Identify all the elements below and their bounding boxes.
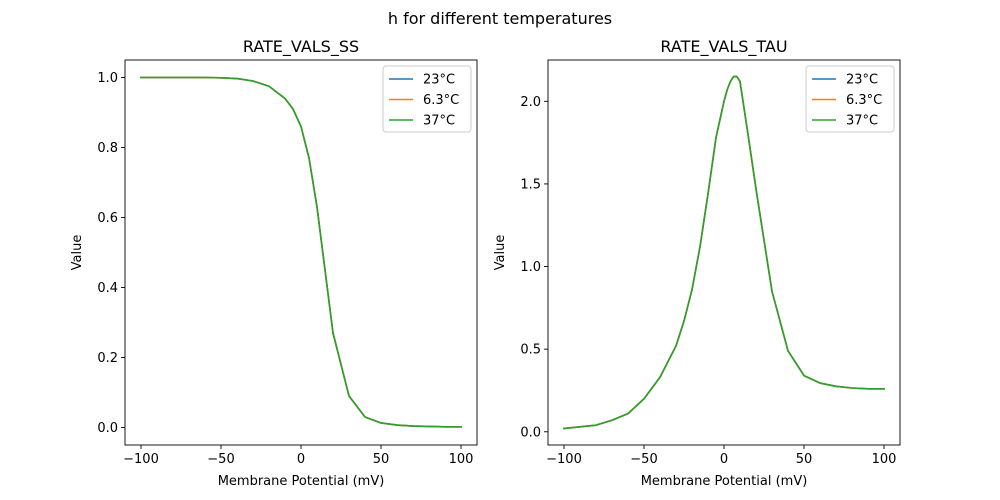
y-tick-label: 0.0 <box>97 421 118 436</box>
legend-entry-label: 23°C <box>423 73 455 88</box>
y-axis-label: Value <box>493 235 508 271</box>
y-tick-label: 0.5 <box>520 343 541 358</box>
y-tick-label: 1.0 <box>97 71 118 86</box>
legend-entry-label: 37°C <box>846 114 878 129</box>
x-tick-label: 0 <box>720 452 728 467</box>
y-tick-label: 0.4 <box>97 281 118 296</box>
x-tick-label: 0 <box>297 452 305 467</box>
series-line-2 <box>140 76 462 428</box>
x-tick-label: 100 <box>872 452 897 467</box>
x-tick-label: 50 <box>373 452 390 467</box>
figure-suptitle: h for different temperatures <box>388 9 612 28</box>
x-tick-label: −100 <box>123 452 159 467</box>
y-tick-label: 1.0 <box>520 260 541 275</box>
legend-entry-label: 23°C <box>846 73 878 88</box>
axes-title: RATE_VALS_SS <box>243 37 359 57</box>
legend-frame <box>805 65 895 133</box>
y-tick-label: 1.5 <box>520 177 541 192</box>
x-axis-label: Membrane Potential (mV) <box>218 474 385 489</box>
legend-entry-label: 37°C <box>423 114 455 129</box>
x-axis-label: Membrane Potential (mV) <box>641 474 808 489</box>
y-tick-label: 0.6 <box>97 211 118 226</box>
legend: 23°C 6.3°C 37°C <box>382 65 472 133</box>
x-tick-label: −50 <box>630 452 657 467</box>
x-tick-label: −50 <box>207 452 234 467</box>
legend-entry-label: 6.3°C <box>846 93 882 108</box>
y-tick-label: 0.0 <box>520 425 541 440</box>
legend: 23°C 6.3°C 37°C <box>805 65 895 133</box>
series-line-2 <box>563 75 885 430</box>
chart-rate-vals-tau: RATE_VALS_TAU −100 −50 0 50 100 0.0 0.5 1.0 1.5 2.… <box>493 37 901 489</box>
y-tick-label: 0.8 <box>97 141 118 156</box>
legend-frame <box>382 65 472 133</box>
axes-title: RATE_VALS_TAU <box>660 37 787 57</box>
x-tick-label: −100 <box>546 452 582 467</box>
x-tick-label: 50 <box>796 452 813 467</box>
y-tick-label: 0.2 <box>97 351 118 366</box>
legend-entry-label: 6.3°C <box>423 93 459 108</box>
x-tick-label: 100 <box>449 452 474 467</box>
y-axis-label: Value <box>70 235 85 271</box>
chart-rate-vals-ss: RATE_VALS_SS −100 −50 0 50 100 0.0 0.2 0.4 0.6 0.8… <box>70 37 478 489</box>
y-tick-label: 2.0 <box>520 95 541 110</box>
